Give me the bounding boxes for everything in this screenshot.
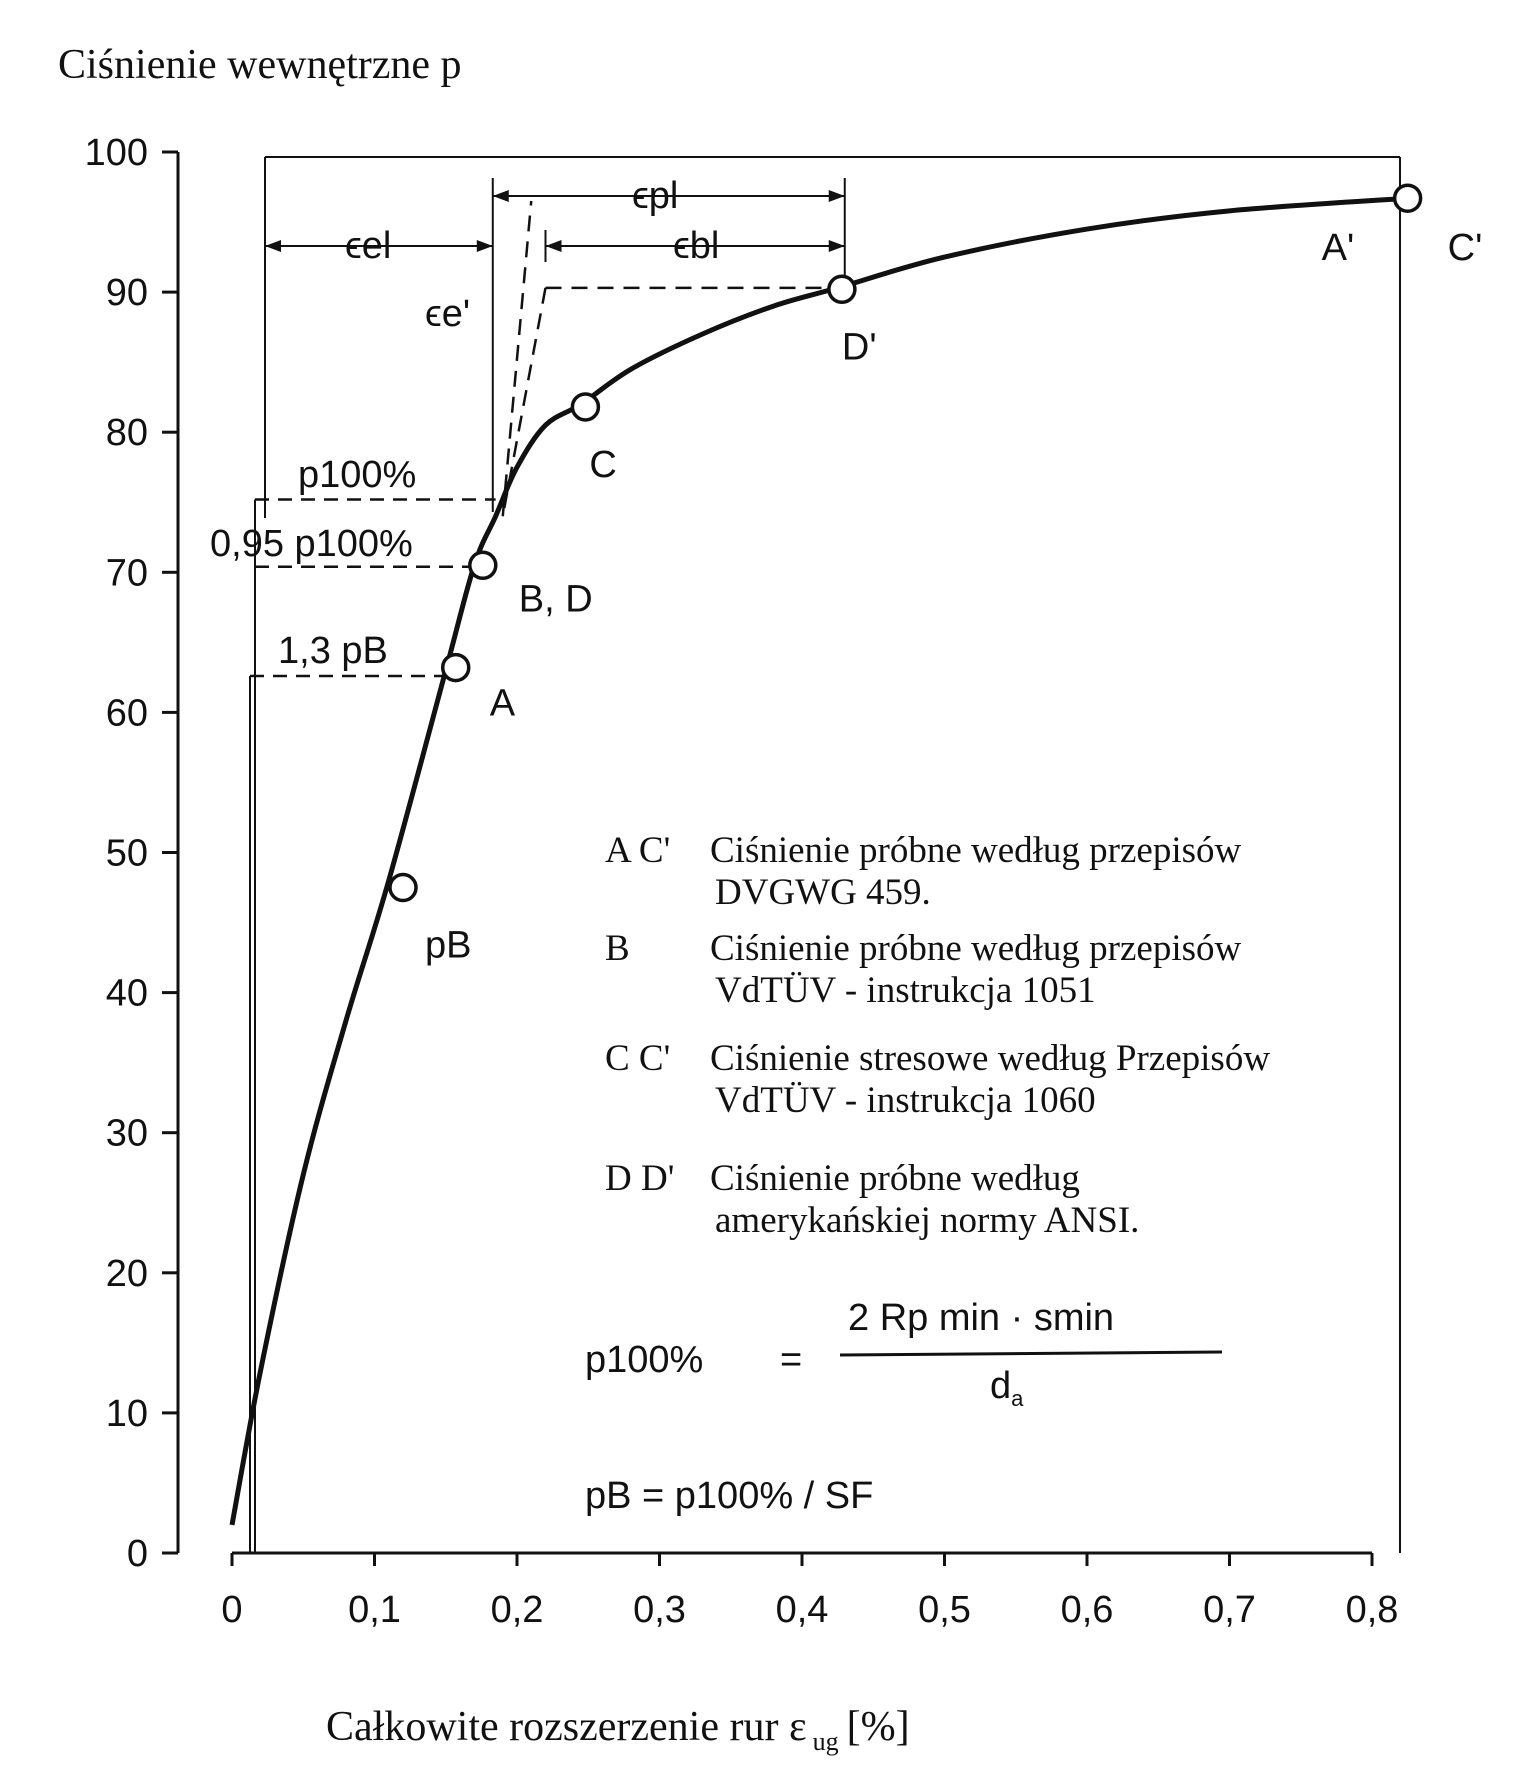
formula-1: p100% = 2 Rp min · smin da [585, 1297, 1223, 1411]
formula-1-den-d: d [990, 1365, 1011, 1407]
y-tick-label: 80 [106, 412, 148, 454]
x-axis-title-sub: ug [813, 1727, 839, 1756]
curve-group [229, 195, 1408, 1526]
x-tick-label: 0,8 [1346, 1589, 1399, 1631]
y-tick-label: 60 [106, 692, 148, 734]
x-axis-title-unit: [%] [847, 1704, 910, 1750]
point-group: pB A B, D C D' A' C' [388, 183, 1483, 967]
legend-text: Ciśnienie próbne według [710, 1158, 1080, 1199]
eps-pl-dimension-arrow-right [828, 190, 845, 202]
eps-el-dimension-arrow-right [476, 240, 493, 252]
eps-pl-label: ϵpl [632, 175, 678, 217]
point-label: A' [1322, 227, 1355, 269]
point-marker [1392, 183, 1423, 213]
y-tick-label: 100 [85, 132, 148, 174]
y-tick-label: 40 [106, 973, 148, 1015]
eps-el-label: ϵel [345, 225, 391, 267]
reference-lines: 1,3 pB 0,95 p100% p100% [210, 178, 846, 1553]
legend-text: DVGWG 459. [715, 872, 931, 913]
x-axis-title: Całkowite rozszerzenie rur ε ug [%] [326, 1704, 910, 1756]
tick-group: 0 10 20 30 40 50 60 70 80 90 100 0 0,1 0,2 0,3 0,4 0,5 0,… [85, 132, 1399, 1631]
formula-1-den-sub: a [1011, 1386, 1024, 1411]
legend-text: Ciśnienie próbne według przepisów [710, 928, 1242, 969]
point-marker [388, 872, 418, 903]
legend-key: C C' [605, 1038, 670, 1079]
eps-el-dimension-arrow-left [265, 240, 281, 252]
point-marker [440, 652, 471, 683]
y-tick-label: 90 [106, 272, 148, 314]
legend-text: amerykańskiej normy ANSI. [715, 1200, 1139, 1241]
legend-text: Ciśnienie stresowe według Przepisów [710, 1038, 1270, 1079]
x-tick-label: 0,4 [776, 1589, 829, 1631]
x-tick-label: 0,5 [918, 1589, 971, 1631]
point-marker [570, 392, 601, 422]
y-tick-label: 0 [127, 1533, 148, 1575]
reference-label: 1,3 pB [278, 630, 388, 672]
formula-1-fraction-bar [839, 1350, 1223, 1357]
x-axis-title-main: Całkowite rozszerzenie rur ε [326, 1704, 807, 1750]
reference-label: p100% [298, 454, 416, 496]
y-tick-label: 10 [106, 1393, 148, 1435]
dashed-eprime-line [501, 200, 533, 517]
x-tick-label: 0,2 [491, 1589, 544, 1631]
formula-2: pB = p100% / SF [585, 1475, 873, 1517]
point-label: D' [842, 326, 877, 368]
x-tick-label: 0,6 [1061, 1589, 1114, 1631]
point-label: pB [425, 925, 471, 967]
legend-key: B [605, 928, 630, 969]
point-label: C' [1448, 227, 1483, 269]
eps-bl-dimension-arrow-left [545, 240, 562, 252]
y-axis-title: Ciśnienie wewnętrzne p [58, 42, 462, 88]
legend-text: Ciśnienie próbne według przepisów [710, 830, 1242, 871]
x-tick-label: 0 [221, 1589, 242, 1631]
y-tick-label: 50 [106, 833, 148, 875]
eps-e-prime-label: ϵe' [425, 293, 470, 335]
legend: A C' Ciśnienie próbne według przepisówDVG… [605, 830, 1270, 1241]
reference-label: 0,95 p100% [210, 523, 413, 565]
point-label: C [589, 444, 616, 486]
point-marker [468, 550, 498, 581]
legend-key: D D' [605, 1158, 674, 1199]
pressure-strain-curve [229, 195, 1408, 1526]
formula-1-eq: = [780, 1339, 802, 1381]
legend-text: VdTÜV - instrukcja 1060 [715, 1080, 1096, 1121]
formula-1-lhs: p100% [585, 1339, 703, 1381]
point-label: A [490, 683, 516, 725]
y-tick-label: 70 [106, 552, 148, 594]
strain-annotations: ϵpl ϵel ϵbl ϵe' [265, 175, 845, 335]
formula-1-denominator: da [990, 1365, 1024, 1411]
formula-1-numerator: 2 Rp min · smin [848, 1297, 1114, 1339]
x-tick-label: 0,3 [633, 1589, 686, 1631]
legend-text: VdTÜV - instrukcja 1051 [715, 970, 1096, 1011]
y-tick-label: 20 [106, 1253, 148, 1295]
eps-pl-dimension-arrow-left [492, 190, 509, 202]
y-tick-label: 30 [106, 1113, 148, 1155]
point-label: B, D [519, 578, 593, 620]
eps-bl-dimension-arrow-right [828, 240, 845, 252]
x-tick-label: 0,7 [1203, 1589, 1256, 1631]
legend-key: A C' [605, 830, 670, 871]
point-marker [827, 274, 857, 305]
x-tick-label: 0,1 [348, 1589, 401, 1631]
eps-bl-label: ϵbl [673, 225, 719, 267]
